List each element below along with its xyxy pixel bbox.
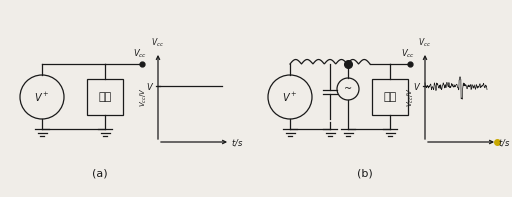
Text: $t$/s: $t$/s xyxy=(231,137,243,148)
Text: $V_{cc}$: $V_{cc}$ xyxy=(133,47,147,60)
Text: $V$: $V$ xyxy=(146,81,154,92)
Text: (a): (a) xyxy=(92,168,108,178)
Text: $V^+$: $V^+$ xyxy=(34,90,50,104)
Text: (b): (b) xyxy=(357,168,373,178)
Text: $V_{cc}$: $V_{cc}$ xyxy=(152,36,164,49)
Text: 负荷: 负荷 xyxy=(98,92,112,102)
Text: 负荷: 负荷 xyxy=(383,92,397,102)
Text: $V_{cc}/V$: $V_{cc}/V$ xyxy=(139,87,149,107)
Text: $V^+$: $V^+$ xyxy=(282,90,298,104)
Text: $V_{cc}$: $V_{cc}$ xyxy=(401,47,415,60)
Text: $V$: $V$ xyxy=(413,81,421,92)
Text: $V_{cc}/V$: $V_{cc}/V$ xyxy=(406,87,416,107)
Text: ~: ~ xyxy=(344,84,352,94)
Text: $V_{cc}$: $V_{cc}$ xyxy=(418,36,432,49)
Text: $t$/s: $t$/s xyxy=(498,137,510,148)
